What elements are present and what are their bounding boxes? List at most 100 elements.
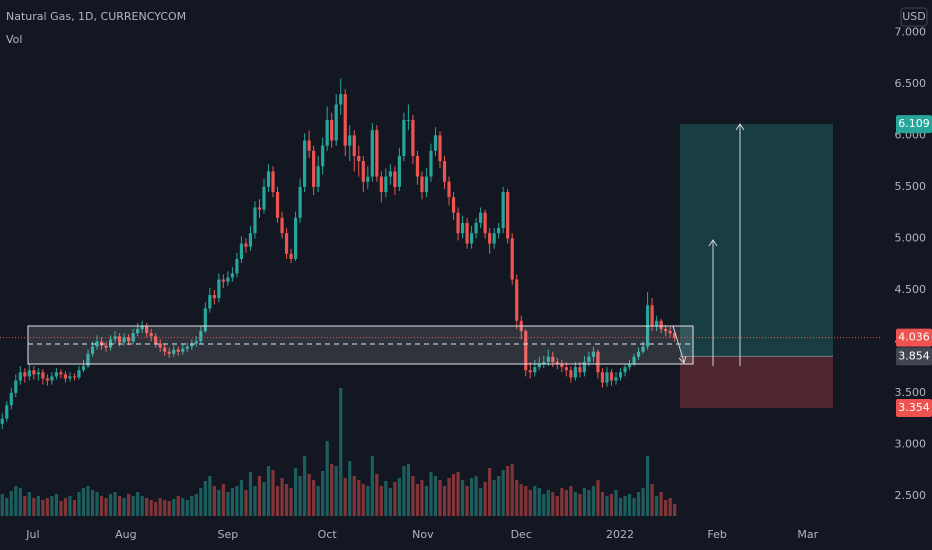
volume-bar xyxy=(185,500,189,516)
candle-body xyxy=(307,140,311,151)
volume-bar xyxy=(303,456,307,516)
volume-bar xyxy=(239,480,244,516)
volume-bar xyxy=(429,472,433,516)
candle-body xyxy=(469,233,474,244)
volume-bar xyxy=(90,490,95,516)
volume-bar xyxy=(614,490,618,516)
x-tick-label: Aug xyxy=(115,528,136,541)
candle-body xyxy=(618,372,623,378)
candle-body xyxy=(45,378,49,381)
candle-body xyxy=(230,273,235,278)
candle-body xyxy=(361,161,365,182)
volume-bar xyxy=(113,492,117,516)
price-labels: 6.109 4.036 3.854 3.354 xyxy=(896,115,932,417)
candle-body xyxy=(86,353,90,367)
candle-body xyxy=(95,341,99,347)
currency-box[interactable] xyxy=(900,7,928,27)
y-tick-label: 6.500 xyxy=(895,77,927,90)
candle-body xyxy=(312,150,316,187)
candle-body xyxy=(379,176,383,193)
volume-bar xyxy=(248,472,253,516)
candle-body xyxy=(393,171,397,187)
candle-body xyxy=(190,343,194,347)
price-label-box xyxy=(896,398,932,417)
candle-body xyxy=(524,331,528,371)
candle-body xyxy=(122,337,126,343)
candle-body xyxy=(366,176,370,182)
volume-bar xyxy=(424,486,429,516)
volume-bar xyxy=(411,476,415,516)
volume-bar xyxy=(190,496,194,516)
y-tick-label: 4.500 xyxy=(895,283,927,296)
volume-bar xyxy=(510,464,514,516)
candle-body xyxy=(154,336,158,344)
volume-bar xyxy=(497,476,501,516)
volume-label: Vol xyxy=(6,33,22,46)
candle-body xyxy=(0,418,4,424)
price-label: 6.109 xyxy=(898,117,930,130)
volume-bar xyxy=(492,480,496,516)
chart-title: Natural Gas, 1D, CURRENCYCOM xyxy=(6,10,186,23)
candle-body xyxy=(569,370,573,378)
volume-bar xyxy=(343,478,347,516)
volume-bar xyxy=(366,486,370,516)
candle-body xyxy=(244,243,248,247)
volume-bar xyxy=(542,494,546,516)
candle-body xyxy=(627,364,632,368)
volume-bar xyxy=(370,456,374,516)
volume-bar xyxy=(226,492,230,516)
candle-body xyxy=(623,367,627,373)
volume-bar xyxy=(230,488,235,516)
volume-bar xyxy=(623,496,627,516)
candle-body xyxy=(131,333,135,342)
candle-body xyxy=(41,372,45,379)
candle-body xyxy=(63,374,68,379)
candle-body xyxy=(474,222,478,234)
candle-body xyxy=(582,361,587,373)
currency[interactable]: USD xyxy=(902,10,926,23)
volume-bar xyxy=(122,498,126,516)
volume-bar xyxy=(0,494,4,516)
candle-body xyxy=(239,243,244,259)
volume-bar xyxy=(420,480,424,516)
volume-bar xyxy=(415,484,420,516)
volume-bar xyxy=(605,496,609,516)
volume-bar xyxy=(673,504,677,516)
volume-bar xyxy=(154,502,158,516)
y-tick-label: 2.500 xyxy=(895,489,927,502)
candle-body xyxy=(488,233,492,244)
volume-bar xyxy=(280,478,284,516)
volume-bar xyxy=(655,496,659,516)
y-tick-label: 3.000 xyxy=(895,437,927,450)
x-tick-label: Feb xyxy=(707,528,726,541)
candle-body xyxy=(542,361,546,365)
volume-bar xyxy=(636,492,641,516)
volume-bar xyxy=(298,476,302,516)
volume-bar xyxy=(483,482,487,516)
candle-body xyxy=(77,370,81,378)
volume-bar xyxy=(361,484,365,516)
volume-bar xyxy=(460,480,465,516)
candle-body xyxy=(600,372,605,383)
volume-bar xyxy=(59,501,63,516)
position-tool xyxy=(680,124,833,408)
candle-body xyxy=(68,376,72,379)
candle-body xyxy=(673,333,677,338)
volume-bar xyxy=(555,496,559,516)
candle-body xyxy=(293,217,298,259)
x-tick-label: Nov xyxy=(412,528,434,541)
candle-body xyxy=(321,145,325,167)
volume-bar xyxy=(262,482,266,516)
volume-bar xyxy=(442,486,447,516)
volume-bar xyxy=(235,486,239,516)
arrow xyxy=(672,325,685,363)
volume-bar xyxy=(334,466,338,516)
y-tick-label: 7.000 xyxy=(895,25,927,38)
candle-body xyxy=(176,349,180,352)
volume-bar xyxy=(596,480,600,516)
candle-body xyxy=(90,346,95,354)
volume-bar xyxy=(379,486,383,516)
candle-body xyxy=(537,364,541,368)
volume-bar xyxy=(357,480,361,516)
